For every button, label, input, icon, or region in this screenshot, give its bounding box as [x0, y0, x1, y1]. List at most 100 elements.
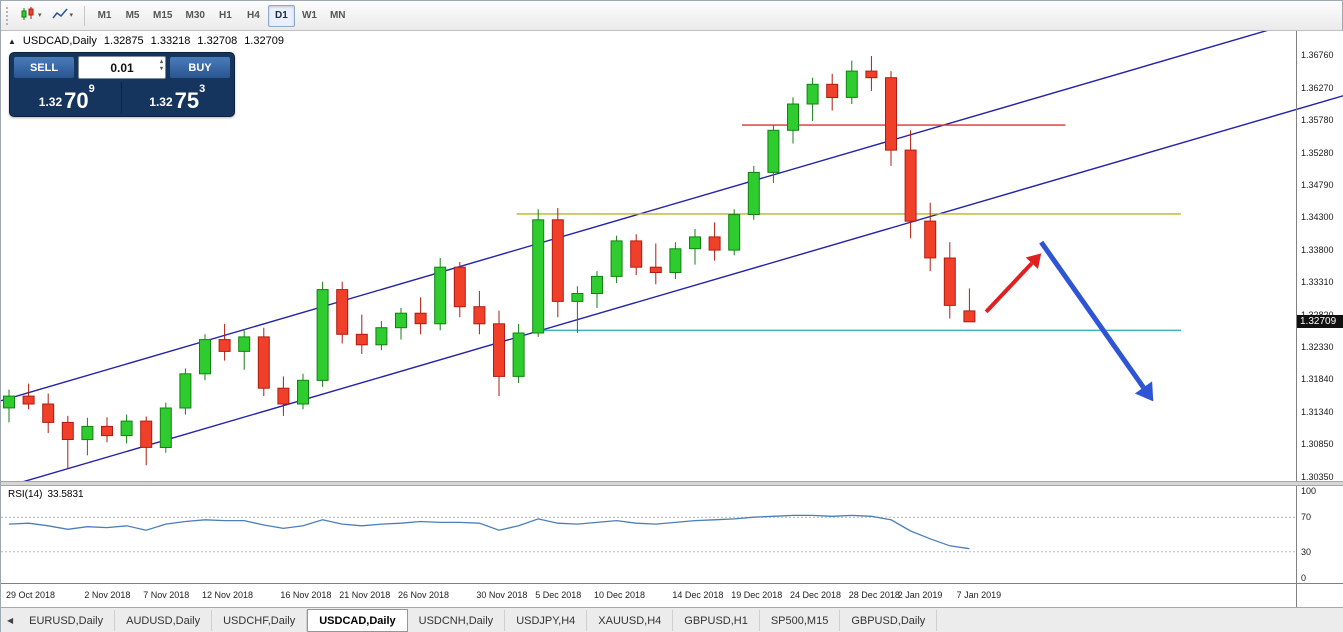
buy-price-big: 75 [174, 88, 200, 113]
price-tick: 1.32330 [1301, 341, 1334, 352]
timeframe-d1[interactable]: D1 [267, 4, 295, 27]
line-chart-icon [51, 7, 68, 24]
date-label: 12 Nov 2018 [202, 590, 254, 600]
sell-price-pipette: 9 [88, 83, 95, 95]
rsi-chart [1, 514, 1296, 553]
date-label: 21 Nov 2018 [339, 590, 391, 600]
date-label: 7 Jan 2019 [956, 590, 1002, 600]
chart-style-button[interactable]: ▾ [15, 4, 47, 28]
lot-size-value: 0.01 [110, 60, 134, 75]
timeframe-group: M1 M5 M15 M30 H1 H4 D1 W1 MN [91, 4, 352, 27]
timeframe-m5[interactable]: M5 [119, 5, 146, 27]
price-tick: 1.33310 [1301, 277, 1334, 288]
toolbar-grip[interactable] [6, 6, 11, 25]
buy-price[interactable]: 1.32 75 3 [124, 82, 232, 113]
tab-usdcnh-daily[interactable]: USDCNH,Daily [408, 610, 506, 631]
tab-strip: EURUSD,Daily AUDUSD,Daily USDCHF,Daily USDC… [18, 608, 938, 632]
tab-scroll-left-icon[interactable]: ◀ [7, 616, 14, 625]
chart-window: ▲ USDCAD,Daily 1.32875 1.33218 1.32708 1… [1, 31, 1343, 607]
date-label: 26 Nov 2018 [398, 590, 450, 600]
collapse-panel-icon[interactable]: ▲ [8, 36, 16, 46]
rsi-scale-tick: 100 [1301, 486, 1317, 497]
pane-divider[interactable] [1, 481, 1343, 486]
rsi-pane[interactable]: RSI(14) 33.5831 100 70 30 0 [1, 486, 1343, 583]
price-tick: 1.31340 [1301, 406, 1334, 417]
date-label: 19 Dec 2018 [731, 590, 783, 600]
timeframe-h4[interactable]: H4 [240, 5, 267, 27]
buy-price-pipette: 3 [199, 83, 206, 95]
lot-up-icon[interactable]: ▴ [159, 59, 163, 65]
timeframe-mn[interactable]: MN [324, 5, 352, 27]
price-tick: 1.35780 [1301, 114, 1334, 125]
price-tick: 1.34790 [1301, 179, 1334, 190]
buy-button[interactable]: BUY [169, 56, 231, 79]
buy-price-prefix: 1.32 [149, 95, 173, 109]
price-scale: 1.36760 1.36270 1.35780 1.35280 1.34790 1.343… [1296, 31, 1343, 483]
price-tick: 1.36270 [1301, 82, 1334, 93]
tab-eurusd-daily[interactable]: EURUSD,Daily [18, 610, 116, 631]
timeframe-h1[interactable]: H1 [212, 5, 239, 27]
tab-sp500-m15[interactable]: SP500,M15 [760, 610, 841, 631]
tab-xauusd-h4[interactable]: XAUUSD,H4 [587, 610, 674, 631]
chevron-down-icon: ▾ [38, 12, 42, 19]
rsi-scale-tick: 30 [1301, 546, 1312, 557]
scale-separator-line [1296, 584, 1297, 607]
lot-spinner: ▴ ▾ [160, 59, 163, 72]
timeframe-m1[interactable]: M1 [91, 5, 118, 27]
date-label: 30 Nov 2018 [476, 590, 528, 600]
date-label: 2 Nov 2018 [84, 590, 131, 600]
price-tick: 1.32820 [1301, 310, 1334, 320]
one-click-trading-panel: SELL 0.01 ▴ ▾ BUY 1.32 70 9 [9, 52, 235, 117]
rsi-indicator-name: RSI(14) [8, 489, 43, 500]
main-chart-pane[interactable]: ▲ USDCAD,Daily 1.32875 1.33218 1.32708 1… [1, 31, 1343, 483]
tab-gbpusd-daily[interactable]: GBPUSD,Daily [840, 610, 938, 631]
price-tick: 1.34300 [1301, 212, 1334, 223]
chevron-down-icon: ▾ [69, 12, 74, 19]
tab-audusd-daily[interactable]: AUDUSD,Daily [115, 610, 213, 631]
candlestick-chart[interactable] [1, 31, 1343, 481]
date-label: 5 Dec 2018 [535, 590, 582, 600]
toolbar: ▾ ▾ M1 M5 M15 M30 H1 H4 D1 W1 MN [1, 1, 1342, 31]
current-price-badge: 1.32709 [1297, 314, 1343, 328]
date-label: 24 Dec 2018 [790, 590, 842, 600]
date-label: 10 Dec 2018 [594, 590, 646, 600]
rsi-scale: 100 70 30 0 [1296, 486, 1343, 583]
rsi-scale-tick: 70 [1301, 512, 1312, 523]
toolbar-separator [84, 5, 86, 26]
date-label: 28 Dec 2018 [848, 590, 900, 600]
sell-price[interactable]: 1.32 70 9 [13, 82, 122, 113]
lot-size-field[interactable]: 0.01 ▴ ▾ [78, 56, 166, 79]
tab-usdcad-daily[interactable]: USDCAD,Daily [307, 609, 408, 632]
candlestick-icon [20, 7, 36, 24]
chart-title-close: 1.32709 [244, 35, 284, 47]
timeframe-m30[interactable]: M30 [179, 5, 210, 27]
chart-title: ▲ USDCAD,Daily 1.32875 1.33218 1.32708 1… [8, 35, 284, 47]
price-tick: 1.30350 [1301, 472, 1334, 483]
lot-down-icon[interactable]: ▾ [159, 66, 163, 72]
timeframe-m15[interactable]: M15 [147, 5, 178, 27]
chart-title-high: 1.33218 [150, 35, 191, 47]
sell-button[interactable]: SELL [13, 56, 75, 79]
date-label: 2 Jan 2019 [897, 590, 943, 600]
chart-title-open: 1.32875 [103, 35, 144, 47]
rsi-label: RSI(14) 33.5831 [8, 489, 84, 500]
tab-usdchf-daily[interactable]: USDCHF,Daily [212, 610, 308, 631]
date-label: 7 Nov 2018 [143, 590, 190, 600]
rsi-scale-tick: 0 [1301, 572, 1307, 583]
sell-price-big: 70 [64, 88, 89, 113]
price-tick: 1.33800 [1301, 245, 1334, 256]
sell-price-prefix: 1.32 [38, 95, 63, 109]
chart-title-symbol: USDCAD,Daily [22, 35, 97, 47]
indicators-button[interactable]: ▾ [47, 4, 79, 28]
chart-title-low: 1.32708 [197, 35, 238, 47]
date-axis[interactable]: 29 Oct 2018 2 Nov 2018 7 Nov 2018 12 Nov 20… [1, 583, 1343, 607]
price-tick: 1.36760 [1301, 50, 1334, 61]
date-label: 16 Nov 2018 [280, 590, 332, 600]
date-label: 14 Dec 2018 [672, 590, 724, 600]
tab-usdjpy-h4[interactable]: USDJPY,H4 [505, 610, 588, 631]
price-tick: 1.30850 [1301, 439, 1334, 450]
timeframe-w1[interactable]: W1 [296, 5, 323, 27]
tab-gbpusd-h1[interactable]: GBPUSD,H1 [673, 610, 760, 631]
date-label: 29 Oct 2018 [6, 590, 56, 600]
